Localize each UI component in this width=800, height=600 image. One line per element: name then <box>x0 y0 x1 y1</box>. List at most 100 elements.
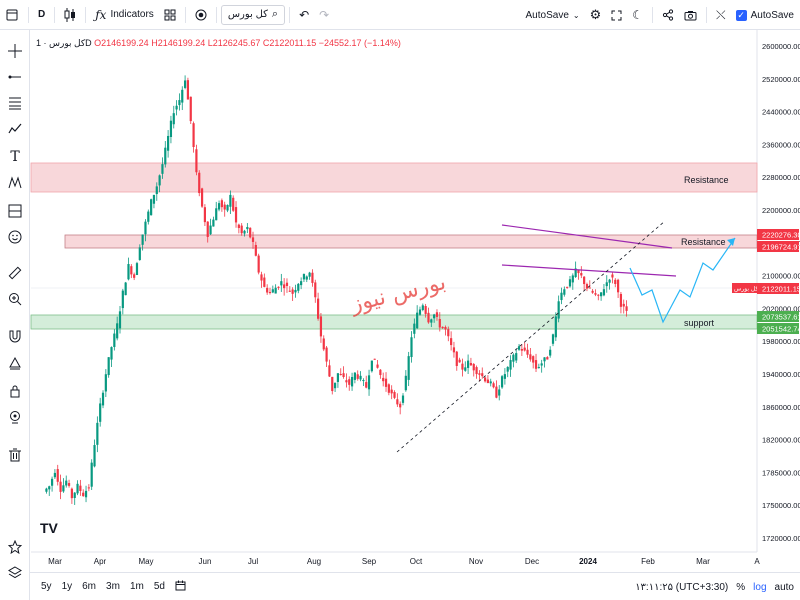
candle-body <box>370 360 373 372</box>
clock-time[interactable]: ۱۳:۱۱:۲۵ (UTC+3:30) <box>635 581 729 593</box>
settings-gear-icon[interactable]: ⚙ <box>589 7 602 22</box>
log-toggle[interactable]: log <box>753 581 767 593</box>
time-axis-tick-label: Nov <box>469 557 483 566</box>
range-5y[interactable]: 5y <box>41 581 52 592</box>
range-1m[interactable]: 1m <box>129 581 144 592</box>
resistance-label-lower[interactable]: Resistance <box>681 237 726 247</box>
candle-body <box>138 247 141 260</box>
divider <box>289 6 291 23</box>
candle-body <box>79 485 82 491</box>
price-axis-tick-label: 2280000.00 <box>762 173 800 182</box>
time-axis-tick-label: Oct <box>410 557 423 566</box>
legend-high: H2146199.24 <box>151 38 206 48</box>
percent-toggle[interactable]: % <box>736 581 746 593</box>
candle-body <box>509 360 512 370</box>
magnet-icon[interactable] <box>3 326 27 348</box>
layout-grid-icon[interactable] <box>159 4 181 26</box>
divider <box>706 7 708 23</box>
top-toolbar-right: AutoSave ⌄ ⚙ ☾ ⤬ ✓ AutoSave <box>521 0 800 30</box>
crosshair-icon[interactable] <box>3 40 27 62</box>
symbol-search-button[interactable]: کل بورس ⌕ <box>220 4 286 25</box>
emoji-icon[interactable] <box>3 226 27 248</box>
date-range-icon[interactable] <box>170 580 191 594</box>
visibility-icon[interactable] <box>3 406 27 428</box>
chart-legend[interactable]: کل بورس · 1D O2146199.24 H2146199.24 L21… <box>36 38 401 49</box>
interval-button[interactable]: D <box>38 9 46 20</box>
lock-icon[interactable] <box>3 380 27 402</box>
prediction-icon[interactable] <box>3 200 27 222</box>
range-3m[interactable]: 3m <box>106 581 120 592</box>
candle-body <box>458 359 461 363</box>
candle-body <box>444 327 447 330</box>
auto-toggle[interactable]: auto <box>774 581 794 593</box>
drawing-toolbar: T <box>0 30 30 600</box>
range-1y[interactable]: 1y <box>61 581 73 592</box>
candle-body <box>616 279 620 293</box>
support-label[interactable]: support <box>684 318 715 328</box>
candle-body <box>277 286 280 288</box>
range-5d[interactable]: 5d <box>153 581 165 592</box>
divider <box>652 7 654 23</box>
text-tool-icon[interactable]: T <box>10 149 20 165</box>
pattern-icon[interactable] <box>3 172 27 194</box>
candle-body <box>566 286 569 288</box>
trend-line-dashed[interactable] <box>396 220 666 453</box>
candle-body <box>175 105 178 110</box>
brush-icon[interactable] <box>3 118 27 140</box>
dark-mode-icon[interactable]: ☾ <box>632 8 644 22</box>
object-tree-icon[interactable] <box>3 562 27 584</box>
ruler-icon[interactable] <box>3 262 27 284</box>
candle-body <box>178 100 181 106</box>
candle-body <box>376 364 379 368</box>
candle-body <box>506 366 509 372</box>
share-icon[interactable] <box>657 4 679 26</box>
price-axis-tick-label: 2100000.00 <box>762 272 800 281</box>
candle-body <box>150 199 153 216</box>
current-price-symbol-text: کل بورس <box>734 286 758 293</box>
zoom-in-icon[interactable] <box>3 288 27 310</box>
legend-symbol: کل بورس · 1D <box>36 38 92 48</box>
favorites-star-icon[interactable] <box>3 536 27 558</box>
redo-icon[interactable]: ↷ <box>319 7 330 22</box>
support-zone[interactable] <box>30 314 758 330</box>
autosave-checkbox[interactable]: ✓ AutoSave <box>731 4 800 26</box>
trend-line-icon[interactable] <box>3 66 27 88</box>
resistance-zone-upper[interactable] <box>30 162 758 193</box>
price-axis[interactable]: 2600000.00 2520000.00 2440000.00 2360000.00… <box>762 42 800 543</box>
indicators-button[interactable]: ƒx Indicators <box>90 4 159 26</box>
candle-body <box>254 244 257 256</box>
trend-line-upper[interactable] <box>501 224 673 249</box>
close-icon[interactable]: ⤬ <box>716 7 726 22</box>
fib-retracement-icon[interactable] <box>3 92 27 114</box>
trend-line-lower[interactable] <box>501 264 677 277</box>
trash-icon[interactable] <box>3 444 27 466</box>
price-tag-s-bottom-text: 2051542.74 <box>762 325 800 334</box>
lock-drawing-icon[interactable] <box>3 352 27 374</box>
camera-icon[interactable] <box>679 4 702 26</box>
symbol-name: کل بورس <box>227 9 268 20</box>
time-axis-tick-label: May <box>138 557 153 566</box>
candle-body <box>104 374 107 392</box>
candle-body <box>121 290 124 309</box>
candle-body <box>274 287 277 294</box>
time-axis-tick-label: Jul <box>248 557 258 566</box>
time-axis[interactable]: Mar Apr May Jun Jul Aug Sep Oct Nov Dec 2024 Feb Mar… <box>48 557 760 566</box>
price-chart[interactable]: Resistance Resistance support بورس نیوز … <box>0 0 800 572</box>
candle-body <box>67 483 71 486</box>
candle-body <box>469 362 473 366</box>
undo-icon[interactable]: ↶ <box>299 7 310 22</box>
tradingview-logo[interactable]: TV <box>40 520 58 536</box>
range-6m[interactable]: 6m <box>82 581 97 592</box>
candle-body <box>70 488 73 499</box>
candle-body <box>517 346 521 350</box>
candle-body <box>220 200 223 208</box>
candle-body <box>367 375 371 390</box>
projection-path[interactable] <box>629 237 736 324</box>
chart-menu-icon[interactable] <box>0 4 24 26</box>
candle-type-icon[interactable] <box>59 4 81 26</box>
autosave-dropdown[interactable]: AutoSave ⌄ <box>521 4 585 26</box>
replay-icon[interactable] <box>190 4 212 26</box>
candle-body <box>84 490 88 498</box>
resistance-label-upper[interactable]: Resistance <box>684 175 729 185</box>
fullscreen-icon[interactable] <box>606 4 627 26</box>
